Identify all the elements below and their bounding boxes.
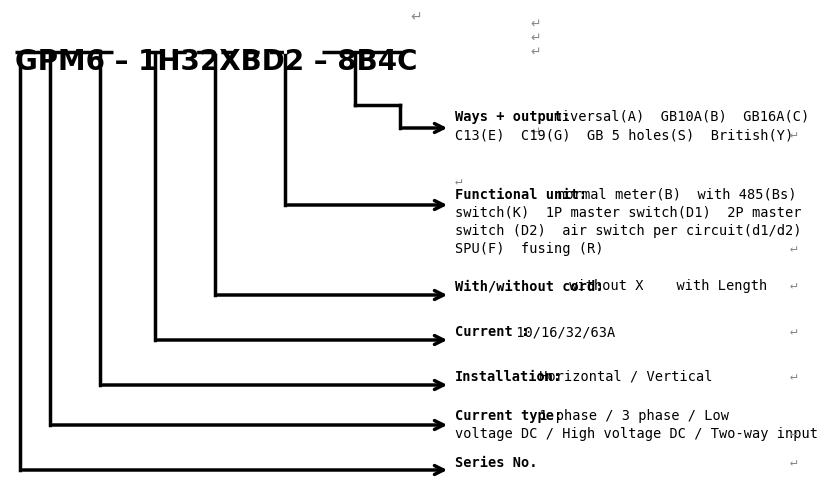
Text: normal meter(B)  with 485(Bs): normal meter(B) with 485(Bs) [549, 188, 797, 202]
Text: ↵: ↵ [790, 370, 798, 383]
Text: C13(E)  C19(G)  GB 5 holes(S)  British(Y): C13(E) C19(G) GB 5 holes(S) British(Y) [455, 128, 793, 142]
Text: Current :: Current : [455, 325, 529, 339]
Text: ↵: ↵ [530, 18, 541, 31]
Text: voltage DC / High voltage DC / Two-way input: voltage DC / High voltage DC / Two-way i… [455, 427, 818, 441]
Text: 10/16/32/63A: 10/16/32/63A [508, 325, 615, 339]
Text: 1 phase / 3 phase / Low: 1 phase / 3 phase / Low [532, 409, 730, 423]
Text: Series No.: Series No. [455, 456, 538, 470]
Text: Functional unit:: Functional unit: [455, 188, 587, 202]
Text: ↵: ↵ [790, 242, 798, 255]
Text: ↵: ↵ [790, 325, 798, 338]
Text: Ways + output:: Ways + output: [455, 110, 570, 124]
Text: ↵: ↵ [790, 456, 798, 469]
Text: switch(K)  1P master switch(D1)  2P master: switch(K) 1P master switch(D1) 2P master [455, 206, 802, 220]
Text: ↵: ↵ [530, 126, 541, 139]
Text: With/without cord:: With/without cord: [455, 279, 604, 293]
Text: Horizontal / Vertical: Horizontal / Vertical [532, 370, 713, 384]
Text: SPU(F)  fusing (R): SPU(F) fusing (R) [455, 242, 604, 256]
Text: Installation:: Installation: [455, 370, 563, 384]
Text: ↵: ↵ [530, 32, 541, 45]
Text: without X    with Length: without X with Length [561, 279, 767, 293]
Text: ↵: ↵ [790, 427, 798, 440]
Text: ↵: ↵ [455, 175, 462, 188]
Text: ↵: ↵ [530, 46, 541, 59]
Text: switch (D2)  air switch per circuit(d1/d2): switch (D2) air switch per circuit(d1/d2… [455, 224, 802, 238]
Text: ↵: ↵ [410, 10, 421, 24]
Text: GPM6 – 1H32XBD2 – 8B4C: GPM6 – 1H32XBD2 – 8B4C [15, 48, 417, 76]
Text: ↵: ↵ [790, 128, 798, 141]
Text: universal(A)  GB10A(B)  GB16A(C): universal(A) GB10A(B) GB16A(C) [538, 110, 809, 124]
Text: ↵: ↵ [790, 279, 798, 292]
Text: Current type:: Current type: [455, 409, 563, 423]
